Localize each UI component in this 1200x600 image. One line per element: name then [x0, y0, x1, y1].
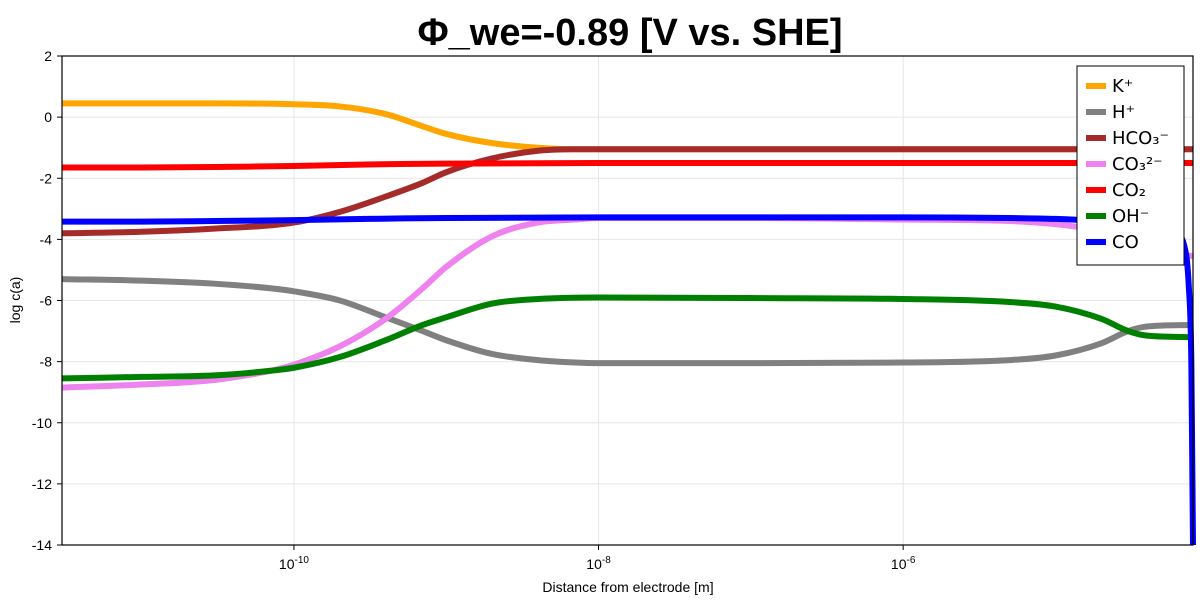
series-line-4 — [61, 159, 1193, 171]
x-tick-label: 10-10 — [279, 555, 309, 572]
legend: K⁺ H⁺ HCO₃⁻ CO₃²⁻ CO₂ OH⁻ CO — [1076, 65, 1185, 266]
legend-label: CO — [1112, 232, 1139, 253]
x-tick-labels: 10-10 10-8 10-6 — [279, 545, 916, 572]
legend-label: K⁺ — [1112, 76, 1133, 97]
legend-box — [1076, 65, 1185, 266]
series-line-0 — [62, 100, 1193, 153]
series-lines — [61, 100, 1196, 546]
y-tick-label: 2 — [44, 48, 52, 64]
y-tick-label: -2 — [40, 170, 53, 186]
y-tick-labels: 2 0 -2 -4 -6 -8 -10 -12 -14 — [32, 48, 62, 553]
y-tick-label: -6 — [40, 293, 53, 309]
series-line-5 — [61, 294, 1194, 382]
chart-title: Φ_we=-0.89 [V vs. SHE] — [417, 12, 842, 54]
x-tick-label: 10-8 — [586, 555, 611, 572]
legend-label: HCO₃⁻ — [1112, 128, 1169, 149]
y-tick-label: -12 — [32, 476, 52, 492]
x-tick-label: 10-6 — [891, 555, 916, 572]
series-line-2 — [61, 146, 1193, 237]
legend-label: CO₂ — [1112, 180, 1146, 201]
y-tick-label: -10 — [32, 415, 52, 431]
series-line-1 — [61, 276, 1194, 367]
series-line-6 — [62, 214, 1196, 546]
y-axis-label: log c(a) — [7, 277, 23, 324]
x-axis-label: Distance from electrode [m] — [542, 579, 713, 595]
y-tick-label: -8 — [40, 354, 53, 370]
legend-label: OH⁻ — [1112, 206, 1149, 227]
y-tick-label: -14 — [32, 537, 52, 553]
y-tick-label: -4 — [40, 231, 53, 247]
legend-label: H⁺ — [1112, 102, 1135, 123]
legend-label: CO₃²⁻ — [1112, 154, 1163, 175]
y-tick-label: 0 — [44, 109, 52, 125]
